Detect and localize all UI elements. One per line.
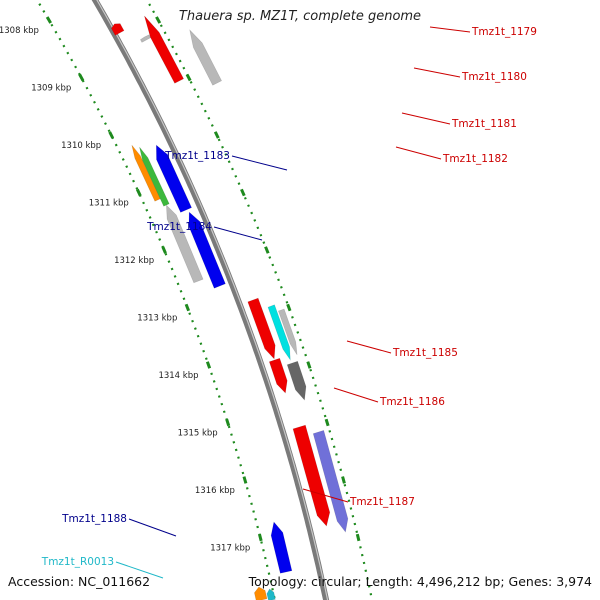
gene-arrow[interactable] [166, 204, 204, 284]
tick-mark-inner [225, 418, 231, 427]
gene-label[interactable]: Tmz1t_1188 [61, 513, 127, 525]
gene-arrow[interactable] [111, 23, 125, 36]
tick-mark-outer [155, 16, 162, 24]
tick-mark-inner [108, 131, 115, 139]
gene-arrow[interactable] [278, 308, 298, 356]
gene-arrow[interactable] [254, 586, 268, 600]
gene-label[interactable]: Tmz1t_1184 [146, 221, 212, 233]
label-leader-line [401, 112, 451, 125]
gene-arrow[interactable] [189, 28, 223, 86]
tick-mark-inner [161, 246, 167, 254]
scale-tick-label: 1309 kbp [31, 84, 71, 94]
genome-backbone [91, 0, 330, 600]
gene-label[interactable]: Tmz1t_1179 [471, 26, 537, 38]
label-leader-line [302, 488, 349, 503]
label-leader-line [395, 146, 442, 160]
gene-features [111, 15, 349, 600]
gene-arrow[interactable] [266, 588, 276, 600]
tick-mark-inner [135, 188, 142, 197]
scale-tick-label: 1313 kbp [137, 314, 177, 324]
scale-tick-label: 1317 kbp [210, 544, 250, 554]
scale-tick-label: 1314 kbp [158, 371, 198, 381]
gene-arrow[interactable] [268, 357, 288, 394]
tick-mark-inner [242, 476, 248, 484]
scale-ticks: 1308 kbp 1309 kbp 1310 kbp 1311 kbp 1312 kbp… [0, 16, 361, 554]
tick-mark-outer [185, 73, 192, 82]
gene-arrow[interactable] [144, 15, 185, 84]
gene-arrow[interactable] [139, 146, 170, 207]
gene-arrow[interactable] [155, 144, 192, 213]
gene-arrow[interactable] [286, 360, 307, 401]
scale-tick-label: 1316 kbp [195, 486, 235, 496]
gene-label[interactable]: Tmz1t_1180 [461, 71, 527, 83]
label-leader-line [413, 67, 461, 78]
accession-text: Accession: NC_011662 [8, 574, 151, 589]
tick-mark-inner [205, 361, 212, 369]
gene-label[interactable]: Tmz1t_1187 [349, 496, 415, 508]
tick-mark-inner [78, 73, 85, 82]
scale-tick-label: 1308 kbp [0, 26, 39, 36]
label-leader-line [333, 387, 379, 403]
gene-label[interactable]: Tmz1t_1183 [164, 150, 230, 162]
gene-arrow[interactable] [140, 34, 152, 43]
tick-mark-inner [45, 16, 52, 24]
gene-arrow[interactable] [188, 211, 226, 289]
gene-arrow[interactable] [270, 521, 293, 574]
gene-labels: Tmz1t_1179 Tmz1t_1180 Tmz1t_1181 Tmz1t_1182… [41, 26, 537, 568]
top-fade [330, 0, 410, 30]
tick-mark-outer [213, 131, 220, 139]
scale-tick-label: 1312 kbp [114, 256, 154, 266]
label-leader-line [128, 518, 177, 537]
scale-tick-label: 1315 kbp [178, 429, 218, 439]
label-leader-line [346, 340, 392, 354]
gene-label[interactable]: Tmz1t_1185 [392, 347, 458, 359]
gene-label[interactable]: Tmz1t_R0013 [41, 556, 114, 568]
tick-mark-outer [324, 418, 330, 427]
gene-arrow[interactable] [131, 144, 161, 202]
gene-arrow[interactable] [247, 297, 276, 360]
scale-tick-label: 1311 kbp [89, 199, 129, 209]
tick-mark-outer [341, 476, 346, 484]
gene-label[interactable]: Tmz1t_1181 [451, 118, 517, 130]
gene-arrow[interactable] [267, 304, 291, 361]
label-leader-line [213, 226, 263, 241]
tick-mark-outer [286, 303, 292, 312]
gene-arrow[interactable] [312, 430, 349, 533]
tick-mark-outer [355, 533, 361, 542]
topology-text: Topology: circular; Length: 4,496,212 bp… [248, 574, 592, 589]
gene-label[interactable]: Tmz1t_1186 [379, 396, 445, 408]
tick-mark-outer [306, 361, 312, 369]
tick-mark-inner [258, 533, 263, 542]
label-leader-line [429, 26, 471, 33]
label-leader-line [115, 561, 164, 579]
label-leader-line [231, 155, 288, 171]
label-leader-lines [115, 26, 471, 579]
tick-mark-inner [184, 303, 191, 312]
gene-label[interactable]: Tmz1t_1182 [442, 153, 508, 165]
scale-tick-label: 1310 kbp [61, 141, 101, 151]
gene-arrow[interactable] [292, 424, 331, 527]
tick-mark-outer [264, 246, 270, 254]
tick-mark-outer [240, 188, 246, 197]
